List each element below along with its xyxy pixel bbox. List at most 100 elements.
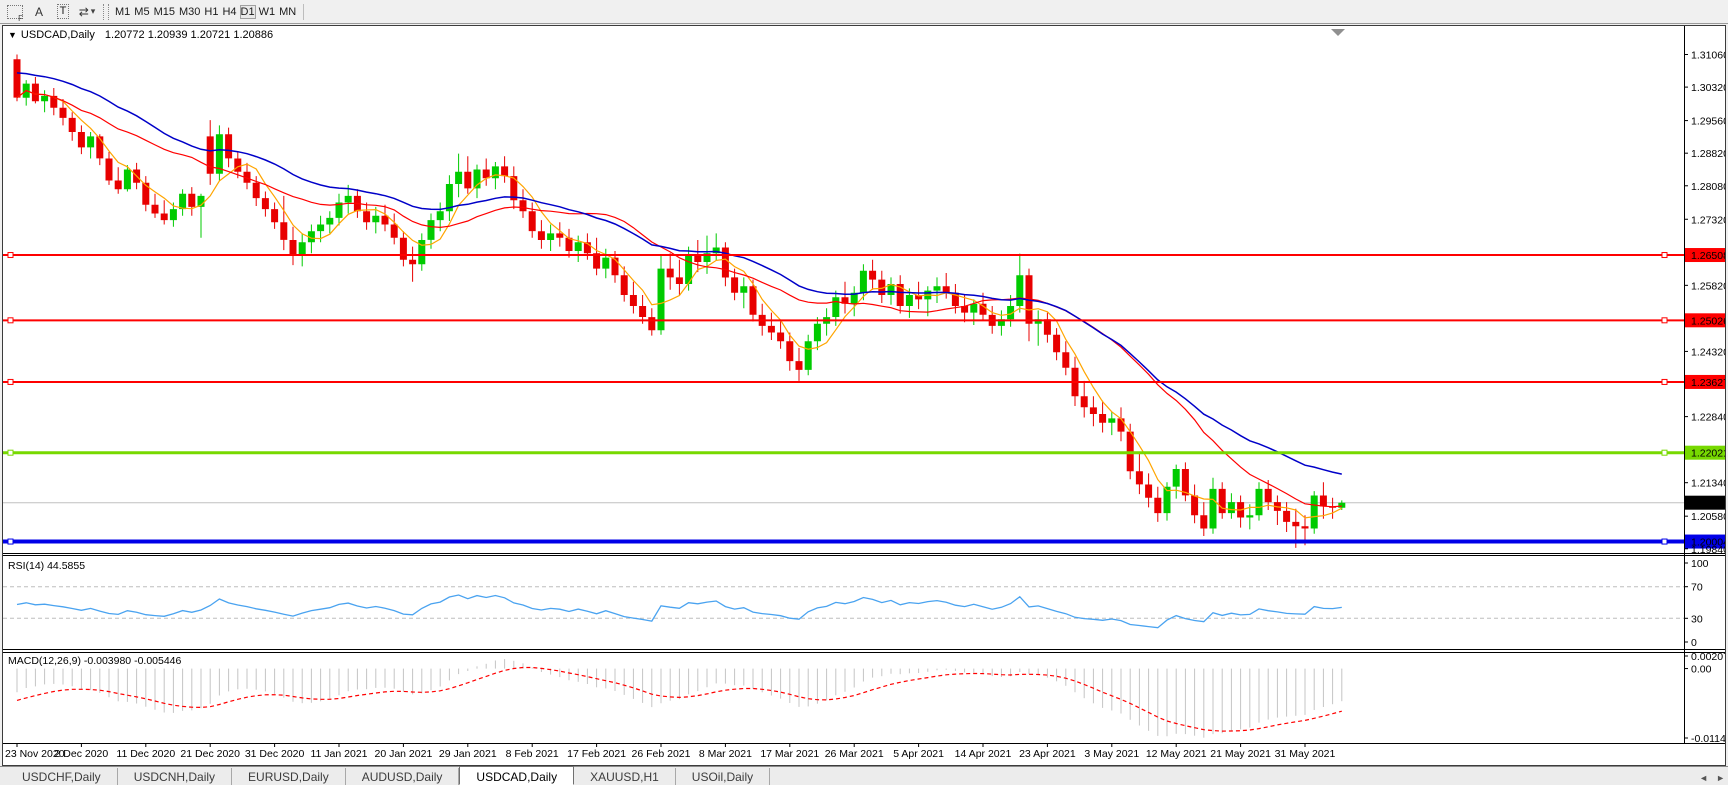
dropdown-arrow-icon[interactable]: ▾ [90, 6, 96, 16]
current-price-label: 1.20886 [1685, 495, 1725, 510]
timeframe-button-m5[interactable]: M5 [134, 6, 150, 18]
svg-text:1.20886: 1.20886 [1691, 498, 1725, 510]
timeframe-button-m30[interactable]: M30 [178, 6, 201, 18]
macd-signal-line [16, 666, 1342, 732]
svg-text:-0.011462: -0.011462 [1691, 733, 1725, 745]
timeframe-button-m1[interactable]: M1 [115, 6, 131, 18]
svg-text:23 Apr 2021: 23 Apr 2021 [1019, 748, 1076, 760]
svg-text:1.30320: 1.30320 [1691, 82, 1725, 94]
macd-indicator-label: MACD(12,26,9) -0.003980 -0.005446 [8, 655, 182, 667]
chart-tab-usdcnh-daily[interactable]: USDCNH,Daily [118, 768, 233, 785]
chart-tab-usoil-daily[interactable]: USOil,Daily [676, 768, 771, 785]
toolbar-grip[interactable] [103, 3, 109, 20]
svg-text:1.19840: 1.19840 [1691, 544, 1725, 556]
hline-1.25026[interactable]: 1.25026 [3, 313, 1725, 328]
chart-symbol-label: USDCAD,Daily [20, 29, 95, 41]
svg-text:1.24320: 1.24320 [1691, 346, 1725, 358]
hline-1.26508[interactable]: 1.26508 [3, 248, 1725, 263]
symbol-tab-bar: USDCHF,Daily USDCNH,Daily EURUSD,Daily AUDU… [0, 766, 1728, 785]
ma-medium-line [16, 89, 1342, 508]
ma-slow-line [16, 72, 1342, 475]
rsi-line [16, 594, 1342, 629]
text-box-glyph: T [56, 4, 70, 19]
svg-text:1.22840: 1.22840 [1691, 412, 1725, 424]
svg-text:100: 100 [1691, 558, 1709, 570]
timeframe-button-h1[interactable]: H1 [204, 6, 219, 18]
svg-text:1.31060: 1.31060 [1691, 50, 1725, 62]
cycle-arrows-icon[interactable]: ⇄ ▾ [78, 3, 96, 21]
svg-text:0: 0 [1691, 637, 1697, 649]
svg-text:26 Mar 2021: 26 Mar 2021 [825, 748, 884, 760]
svg-text:0.002074: 0.002074 [1691, 651, 1725, 663]
timeframe-button-m15[interactable]: M15 [153, 6, 175, 18]
ma-fast-line [16, 89, 1343, 519]
svg-text:1.21340: 1.21340 [1691, 478, 1725, 490]
rsi-indicator-label: RSI(14) 44.5855 [8, 560, 86, 572]
top-toolbar: F A T ⇄ ▾ M1 M5 M15 M30 H1 H4 D1 W1 MN [0, 0, 1728, 24]
timeframe-button-w1[interactable]: W1 [258, 6, 276, 18]
timeframe-button-d1[interactable]: D1 [239, 5, 256, 19]
svg-text:11 Dec 2020: 11 Dec 2020 [116, 748, 175, 760]
macd-pane[interactable]: 0.0020740.00 -0.011462 [16, 651, 1725, 745]
hline-1.23627[interactable]: 1.23627 [3, 374, 1725, 389]
chart-tab-xauusd-h1[interactable]: XAUUSD,H1 [574, 768, 676, 785]
rsi-pane[interactable]: 100 70 30 0 [3, 558, 1709, 649]
svg-text:29 Jan 2021: 29 Jan 2021 [439, 748, 497, 760]
tab-scroll-left-icon[interactable]: ◄ [1699, 773, 1709, 783]
chart-title: ▼ USDCAD,Daily 1.20772 1.20939 1.20721 1.2… [8, 29, 273, 41]
timeframe-buttons: M1 M5 M15 M30 H1 H4 D1 W1 MN [113, 2, 298, 21]
chart-ohlc-values: 1.20772 1.20939 1.20721 1.20886 [104, 29, 274, 41]
svg-text:8 Feb 2021: 8 Feb 2021 [506, 748, 559, 760]
chart-shift-marker-icon[interactable] [1331, 29, 1345, 36]
svg-text:2 Dec 2020: 2 Dec 2020 [55, 748, 109, 760]
chart-tab-usdchf-daily[interactable]: USDCHF,Daily [6, 768, 118, 785]
chart-tab-audusd-daily[interactable]: AUDUSD,Daily [346, 768, 460, 785]
svg-text:17 Feb 2021: 17 Feb 2021 [567, 748, 626, 760]
timeframe-button-h4[interactable]: H4 [222, 6, 237, 18]
svg-text:1.20004: 1.20004 [1691, 537, 1725, 549]
svg-text:70: 70 [1691, 582, 1703, 594]
svg-text:1.20580: 1.20580 [1691, 511, 1725, 523]
text-box-icon[interactable]: T [54, 3, 72, 21]
svg-text:31 May 2021: 31 May 2021 [1275, 748, 1336, 760]
svg-text:11 Jan 2021: 11 Jan 2021 [310, 748, 367, 760]
text-label-icon[interactable]: A [34, 4, 43, 19]
svg-text:1.25026: 1.25026 [1691, 315, 1725, 327]
svg-text:1.23627: 1.23627 [1691, 377, 1725, 389]
crosshair-grid-icon[interactable]: F [6, 3, 24, 23]
svg-text:5 Apr 2021: 5 Apr 2021 [893, 748, 944, 760]
svg-text:20 Jan 2021: 20 Jan 2021 [374, 748, 432, 760]
symbol-tabs: USDCHF,Daily USDCNH,Daily EURUSD,Daily AUDU… [6, 766, 771, 785]
window-menu-triangle-icon[interactable]: ▼ [8, 30, 17, 40]
price-axis[interactable]: 1.31060 1.30320 1.29560 1.28820 1.28080 … [1684, 50, 1725, 556]
timeframe-button-mn[interactable]: MN [279, 6, 297, 18]
svg-text:1.28820: 1.28820 [1691, 148, 1725, 160]
svg-text:30: 30 [1691, 613, 1703, 625]
svg-text:8 Mar 2021: 8 Mar 2021 [699, 748, 752, 760]
svg-text:1.25820: 1.25820 [1691, 280, 1725, 292]
chart-tab-eurusd-daily[interactable]: EURUSD,Daily [232, 768, 346, 785]
toolbar-separator [303, 3, 305, 20]
svg-text:14 Apr 2021: 14 Apr 2021 [955, 748, 1012, 760]
svg-text:26 Feb 2021: 26 Feb 2021 [632, 748, 691, 760]
svg-text:0.00: 0.00 [1691, 664, 1712, 676]
tab-scroll-right-icon[interactable]: ► [1716, 773, 1725, 783]
cycle-arrows-glyph: ⇄ [78, 4, 89, 19]
candlesticks [13, 54, 1346, 548]
svg-text:23 Nov 2020: 23 Nov 2020 [5, 748, 65, 760]
chart-tab-usdcad-daily[interactable]: USDCAD,Daily [459, 766, 575, 785]
svg-text:3 May 2021: 3 May 2021 [1084, 748, 1139, 760]
hline-1.20004[interactable]: 1.20004 [3, 534, 1725, 549]
svg-text:12 May 2021: 12 May 2021 [1146, 748, 1207, 760]
crosshair-grid-glyph: F [7, 4, 23, 23]
svg-text:1.26508: 1.26508 [1691, 250, 1725, 262]
svg-text:1.28080: 1.28080 [1691, 181, 1725, 193]
svg-text:31 Dec 2020: 31 Dec 2020 [245, 748, 305, 760]
svg-text:17 Mar 2021: 17 Mar 2021 [760, 748, 819, 760]
svg-text:21 May 2021: 21 May 2021 [1210, 748, 1271, 760]
